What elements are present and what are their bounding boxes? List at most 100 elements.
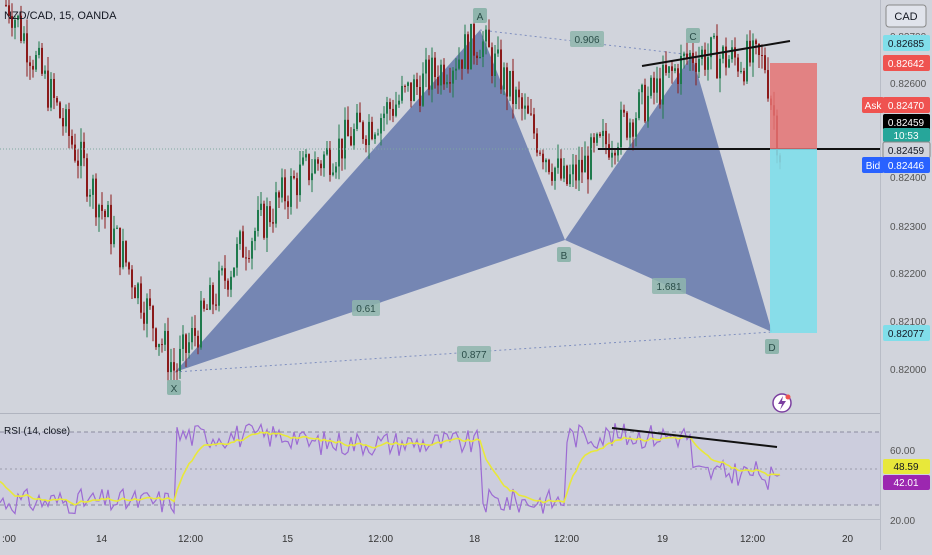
candle-body	[479, 56, 481, 59]
time-axis[interactable]: :00 14 12:00 15 12:00 18 12:00 19 12:00 …	[2, 534, 854, 545]
candle-body	[662, 64, 664, 105]
candle-body	[668, 66, 670, 73]
candle-body	[203, 300, 205, 309]
bid-price-text: 0.82446	[888, 161, 925, 172]
candle-body	[314, 159, 316, 174]
candle-body	[323, 154, 325, 169]
candle-body	[500, 49, 502, 90]
candle-body	[716, 35, 718, 79]
candle-body	[305, 154, 307, 158]
candle-body	[260, 203, 262, 210]
rsi-panel[interactable]: RSI (14, close) 60.00 20.00 48.59 42.01	[0, 422, 930, 527]
candle-body	[134, 287, 136, 299]
candle-body	[629, 122, 631, 138]
take-profit-zone[interactable]	[770, 149, 817, 333]
candle-body	[617, 147, 619, 156]
candle-body	[443, 64, 445, 85]
ratio-label-ca: 0.906	[570, 31, 604, 47]
candle-body	[626, 112, 628, 138]
candle-body	[137, 283, 139, 299]
candle-body	[398, 100, 400, 105]
bid-label-text: Bid	[866, 161, 880, 172]
candle-body	[32, 65, 34, 70]
price-tick: 0.82600	[890, 79, 927, 90]
candle-body	[179, 348, 181, 371]
candle-body	[401, 85, 403, 101]
lightning-icon[interactable]	[772, 393, 792, 413]
point-label-a: A	[473, 8, 487, 23]
time-tick: 19	[657, 534, 669, 545]
rsi-tick: 60.00	[890, 446, 915, 457]
candle-body	[578, 159, 580, 181]
candle-body	[419, 87, 421, 106]
candle-body	[146, 298, 148, 324]
candle-body	[263, 203, 265, 238]
candle-body	[458, 59, 460, 69]
rsi-value-text: 48.59	[893, 462, 918, 473]
candle-body	[248, 257, 250, 259]
candle-body	[650, 77, 652, 96]
pattern-triangle-xab	[175, 30, 565, 372]
stop-loss-zone[interactable]	[770, 63, 817, 149]
candle-body	[605, 130, 607, 145]
pattern-triangle-bcd	[565, 55, 772, 332]
candle-body	[641, 84, 643, 93]
candle-body	[611, 152, 613, 158]
candle-body	[302, 157, 304, 165]
candle-body	[119, 227, 121, 268]
candle-body	[596, 133, 598, 143]
candle-body	[167, 330, 169, 373]
candle-body	[767, 70, 769, 99]
candle-body	[737, 57, 739, 72]
candle-body	[548, 159, 550, 173]
candle-body	[428, 59, 430, 90]
candle-body	[284, 177, 286, 202]
candle-body	[473, 23, 475, 56]
candle-body	[5, 4, 7, 6]
candle-body	[209, 285, 211, 310]
candle-body	[239, 231, 241, 244]
candle-body	[476, 55, 478, 59]
candle-body	[335, 166, 337, 173]
candle-body	[266, 206, 268, 238]
candle-body	[518, 89, 520, 98]
price-tick: 0.82300	[890, 222, 927, 233]
stop-price-text: 0.82642	[888, 59, 925, 70]
candle-body	[140, 283, 142, 313]
candle-body	[482, 41, 484, 57]
candle-body	[599, 133, 601, 136]
candle-body	[14, 19, 16, 28]
candle-body	[485, 29, 487, 42]
candle-body	[353, 128, 355, 146]
candle-body	[734, 47, 736, 58]
candle-body	[17, 15, 19, 20]
price-axis-border	[880, 0, 881, 550]
candle-body	[62, 117, 64, 127]
rsi-divergence-line[interactable]	[611, 427, 778, 448]
candle-body	[41, 47, 43, 74]
rsi-line	[0, 422, 781, 515]
resistance-trendline[interactable]	[641, 40, 791, 67]
candle-body	[170, 362, 172, 373]
candle-body	[416, 79, 418, 88]
candle-body	[320, 163, 322, 169]
candle-body	[11, 16, 13, 28]
candle-body	[71, 135, 73, 145]
candle-body	[218, 270, 220, 306]
candle-body	[557, 158, 559, 168]
candle-body	[659, 78, 661, 105]
ratio-label-xd: 0.877	[457, 346, 491, 362]
bid-badge: Bid 0.82446	[862, 157, 930, 173]
entry-price-badge: 0.82459	[882, 141, 931, 159]
candle-body	[233, 267, 235, 277]
candle-body	[743, 70, 745, 82]
candle-body	[506, 67, 508, 97]
candle-body	[221, 268, 223, 271]
candle-body	[275, 192, 277, 224]
candle-body	[584, 155, 586, 173]
candle-body	[614, 152, 616, 156]
ratio-ca-text: 0.906	[574, 35, 599, 46]
rsi-ma-badge: 42.01	[883, 475, 930, 490]
currency-button[interactable]: CAD	[885, 4, 927, 28]
